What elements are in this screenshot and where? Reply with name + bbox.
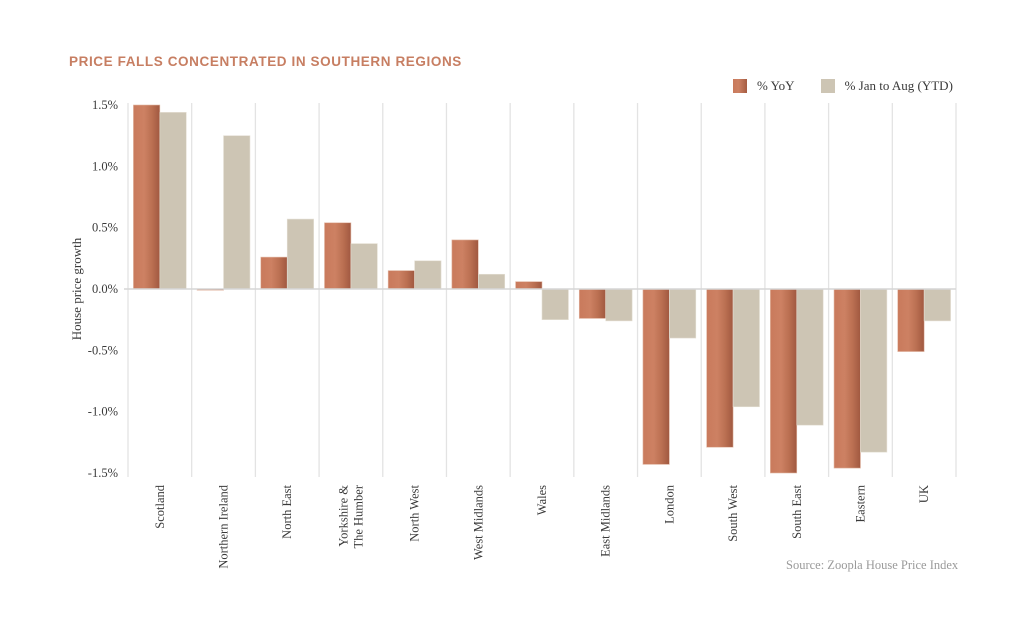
x-category-label: West Midlands <box>471 485 485 560</box>
x-tick-label: South West <box>726 484 740 541</box>
bar-yoy-yorkshire-the-humber <box>324 222 352 290</box>
x-category-label: South East <box>790 484 804 538</box>
x-category-label: Eastern <box>854 484 868 522</box>
bar-yoy-uk <box>897 288 925 352</box>
bar-yoy-south-west <box>706 288 734 448</box>
bars <box>133 104 951 474</box>
x-tick-label: Northern Ireland <box>217 484 231 568</box>
bar-yoy-west-midlands <box>451 239 479 290</box>
bar-ytd-north-east <box>286 218 314 290</box>
bar-ytd-scotland <box>159 112 187 290</box>
y-tick-label: -1.0% <box>88 405 118 419</box>
x-category-label: Wales <box>535 485 549 515</box>
x-tick-label: Scotland <box>153 484 167 528</box>
x-category-label: Northern Ireland <box>217 484 231 568</box>
legend-item-ytd: % Jan to Aug (YTD) <box>820 78 953 94</box>
y-tick-label: -0.5% <box>88 343 118 357</box>
bar-yoy-north-east <box>260 256 288 290</box>
legend-swatch-ytd <box>820 79 835 93</box>
y-tick-label: -1.5% <box>88 466 118 480</box>
bar-yoy-south-east <box>770 288 798 474</box>
bar-ytd-east-midlands <box>605 288 633 322</box>
x-tick-label: Eastern <box>854 484 868 522</box>
bar-yoy-north-west <box>387 270 415 290</box>
bar-ytd-south-east <box>796 288 824 426</box>
y-tick-label: 1.5% <box>92 98 118 112</box>
x-category-label: North West <box>408 484 422 541</box>
chart-legend: % YoY % Jan to Aug (YTD) <box>733 78 953 94</box>
x-tick-label: Yorkshire & <box>336 485 350 547</box>
bar-ytd-eastern <box>860 288 888 453</box>
x-tick-label: South East <box>790 484 804 538</box>
bar-yoy-east-midlands <box>578 288 606 319</box>
bar-ytd-yorkshire-the-humber <box>350 243 378 290</box>
x-axis-categories: Scotland Northern Ireland North East Yorksh… <box>153 484 931 568</box>
x-category-label: UK <box>917 485 931 503</box>
x-tick-label: North West <box>408 484 422 541</box>
x-category-label: East Midlands <box>599 485 613 557</box>
bar-ytd-south-west <box>732 288 760 408</box>
x-tick-label: UK <box>917 485 931 503</box>
x-category-label: North East <box>280 484 294 538</box>
x-tick-label: London <box>662 484 676 524</box>
legend-swatch-yoy <box>733 79 747 93</box>
x-tick-label: Wales <box>535 485 549 515</box>
bar-yoy-london <box>642 288 670 465</box>
x-tick-label: North East <box>280 484 294 538</box>
x-category-label: Yorkshire & The Humber <box>336 484 365 548</box>
chart-title: PRICE FALLS CONCENTRATED IN SOUTHERN REG… <box>69 54 462 69</box>
source-note: Source: Zoopla House Price Index <box>786 558 959 572</box>
bar-ytd-north-west <box>414 260 442 290</box>
x-category-label: London <box>662 484 676 524</box>
y-tick-label: 0.5% <box>92 221 118 235</box>
bar-ytd-london <box>669 288 697 339</box>
x-category-label: Scotland <box>153 484 167 528</box>
y-axis-ticks: 1.5% 1.0% 0.5% 0.0% -0.5% -1.0% -1.5% <box>88 98 118 480</box>
gridlines <box>127 103 957 477</box>
legend-label-ytd: % Jan to Aug (YTD) <box>844 78 953 93</box>
x-category-label: South West <box>726 484 740 541</box>
legend-item-yoy: % YoY <box>733 78 795 94</box>
y-tick-label: 1.0% <box>92 159 118 173</box>
x-tick-label: West Midlands <box>471 485 485 560</box>
x-tick-label: East Midlands <box>599 485 613 557</box>
bar-ytd-uk <box>923 288 951 322</box>
bar-yoy-eastern <box>833 288 861 469</box>
bar-ytd-west-midlands <box>478 273 506 290</box>
y-tick-label: 0.0% <box>92 282 118 296</box>
bar-ytd-northern-ireland <box>223 135 251 290</box>
bar-yoy-scotland <box>133 104 161 290</box>
x-tick-label: The Humber <box>351 484 365 548</box>
legend-label-yoy: % YoY <box>757 78 795 93</box>
y-axis-title: House price growth <box>69 237 84 340</box>
bar-yoy-wales <box>515 281 543 290</box>
bar-ytd-wales <box>541 288 569 320</box>
